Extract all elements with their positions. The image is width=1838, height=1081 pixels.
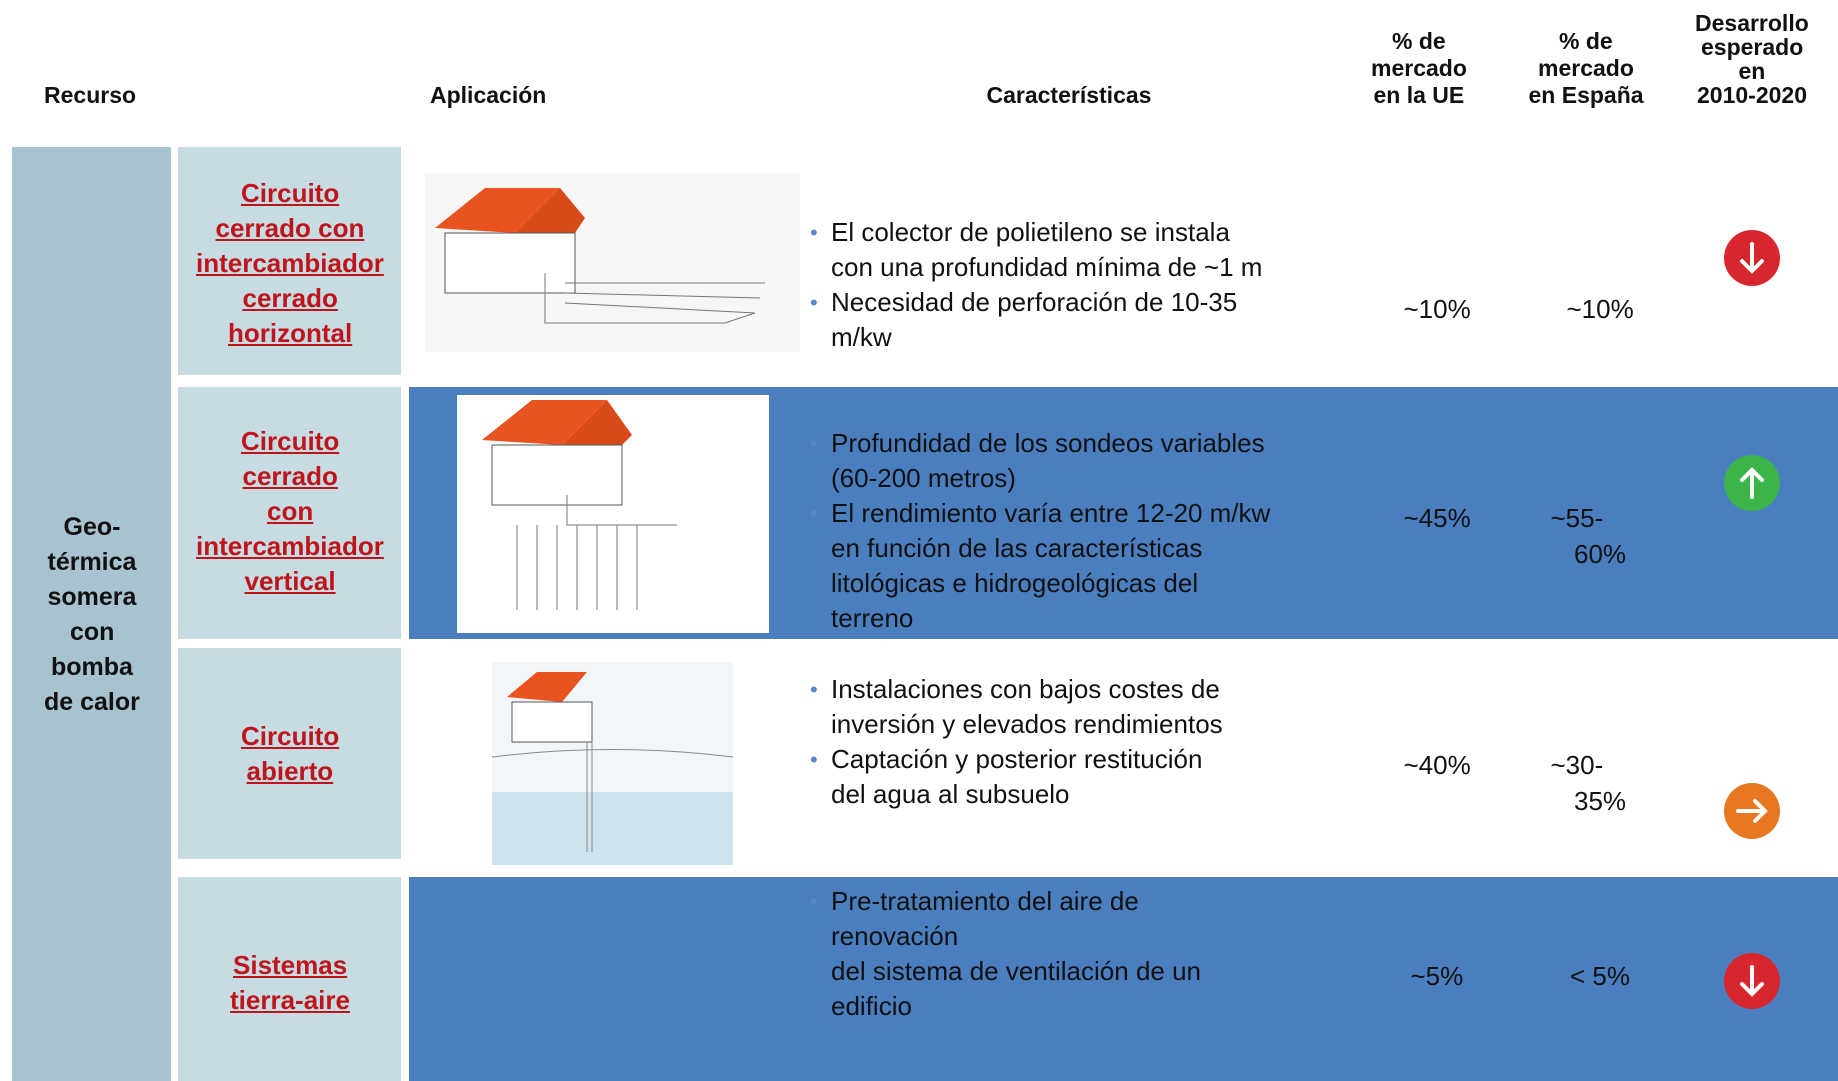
eu-share: ~40% (1403, 750, 1471, 780)
application-label: cerrado (242, 283, 338, 313)
application-cell (178, 387, 401, 639)
column-header: Características (986, 82, 1152, 108)
column-header: % de (1559, 28, 1613, 54)
application-label: Circuito (241, 178, 340, 208)
bullet: • (810, 677, 818, 702)
characteristic-text: en función de las características (831, 533, 1203, 563)
application-label: con (267, 496, 314, 526)
resource-label: térmica (47, 548, 137, 576)
characteristic-text: del sistema de ventilación de un (831, 956, 1202, 986)
application-label: Sistemas (233, 950, 348, 980)
characteristic-text: renovación (831, 921, 959, 951)
characteristic-text: edificio (831, 991, 912, 1021)
bullet: • (810, 431, 818, 456)
application-label: horizontal (228, 318, 353, 348)
spain-share: < 5% (1570, 961, 1630, 991)
characteristic-text: terreno (831, 603, 914, 633)
bullet: • (810, 747, 818, 772)
resource-cell (12, 147, 171, 1081)
trend-arrow (1740, 965, 1764, 997)
trend-icon (1724, 953, 1780, 1009)
column-header: en (1738, 58, 1766, 84)
application-label: intercambiador (196, 248, 384, 278)
column-header: Recurso (44, 82, 137, 108)
spain-share: ~30- (1550, 750, 1604, 780)
characteristic-text: El rendimiento varía entre 12-20 m/kw (831, 498, 1271, 528)
resource-label: bomba (51, 653, 133, 681)
bullet: • (810, 290, 818, 315)
column-header: en España (1528, 82, 1644, 108)
characteristic-text: El colector de polietileno se instala (831, 217, 1230, 247)
spain-share: ~55- (1550, 503, 1604, 533)
application-cell (178, 877, 401, 1081)
column-header: Desarrollo (1695, 10, 1809, 36)
column-header: esperado (1701, 34, 1804, 60)
trend-icon (1724, 230, 1780, 286)
spain-share: 60% (1574, 539, 1627, 569)
spain-share: 35% (1574, 786, 1627, 816)
characteristic-text: Captación y posterior restitución (831, 744, 1203, 774)
application-label: intercambiador (196, 531, 384, 561)
resource-label: con (70, 618, 115, 646)
trend-arrow (1736, 799, 1768, 823)
resource-label: de calor (44, 688, 140, 716)
application-label: tierra-aire (230, 985, 350, 1015)
application-label: abierto (246, 756, 334, 786)
diagram-horizontal (425, 173, 800, 352)
characteristic-text: Instalaciones con bajos costes de (831, 674, 1220, 704)
resource-label: Geo- (63, 513, 121, 541)
bullet: • (810, 220, 818, 245)
application-label: Circuito (241, 426, 340, 456)
characteristic-text: Pre-tratamiento del aire de (831, 886, 1139, 916)
application-cell (178, 147, 401, 375)
application-label: vertical (244, 566, 336, 596)
column-header: Aplicación (430, 82, 547, 108)
eu-share: ~10% (1403, 294, 1471, 324)
characteristic-text: m/kw (831, 322, 892, 352)
application-cell (178, 648, 401, 859)
application-label: Circuito (241, 721, 340, 751)
trend-arrow (1740, 467, 1764, 499)
diagram-open (492, 662, 733, 865)
application-label: cerrado (242, 461, 338, 491)
column-header: % de (1392, 28, 1446, 54)
column-header: en la UE (1373, 82, 1465, 108)
spain-share: ~10% (1566, 294, 1634, 324)
characteristic-text: Necesidad de perforación de 10-35 (831, 287, 1238, 317)
trend-icon (1724, 783, 1780, 839)
diagram-vertical (457, 395, 769, 633)
bullet: • (810, 501, 818, 526)
eu-share: ~45% (1403, 503, 1471, 533)
characteristic-text: con una profundidad mínima de ~1 m (831, 252, 1263, 282)
column-header: 2010-2020 (1697, 82, 1807, 108)
trend-icon (1724, 455, 1780, 511)
column-header: mercado (1371, 55, 1467, 81)
resource-label: somera (47, 583, 137, 611)
characteristic-text: litológicas e hidrogeológicas del (831, 568, 1199, 598)
trend-arrow (1740, 242, 1764, 274)
characteristic-text: Profundidad de los sondeos variables (831, 428, 1265, 458)
application-label: cerrado con (215, 213, 365, 243)
eu-share: ~5% (1410, 961, 1464, 991)
characteristic-text: inversión y elevados rendimientos (831, 709, 1223, 739)
characteristic-text: del agua al subsuelo (831, 779, 1070, 809)
characteristic-text: (60-200 metros) (831, 463, 1016, 493)
bullet: • (810, 889, 818, 914)
column-header: mercado (1538, 55, 1634, 81)
row-band (409, 877, 1838, 1081)
